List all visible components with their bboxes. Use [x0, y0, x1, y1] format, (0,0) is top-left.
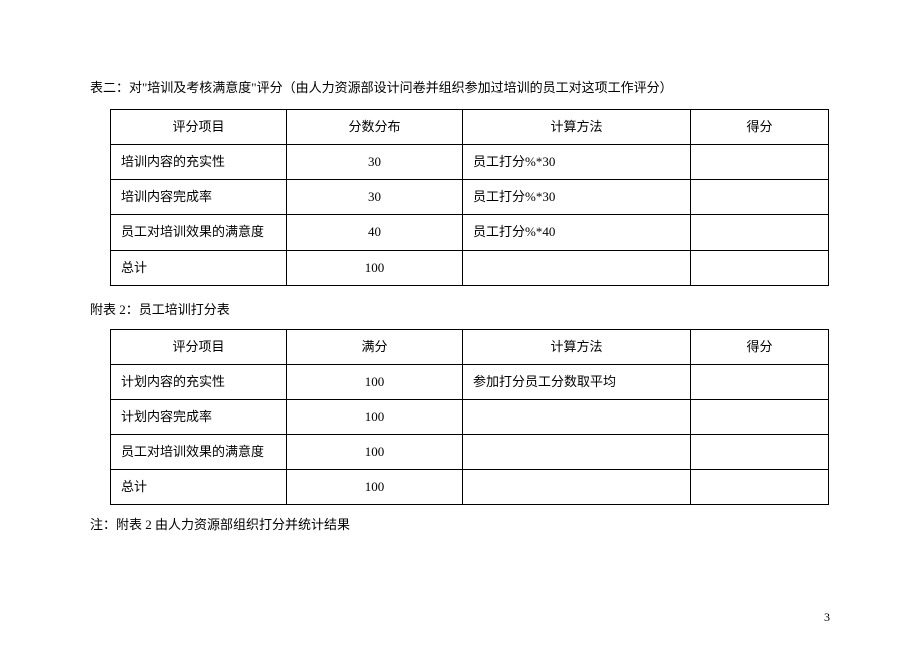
- table-row: 员工对培训效果的满意度 40 员工打分%*40: [111, 215, 829, 250]
- cell: 计划内容完成率: [111, 399, 287, 434]
- cell: 30: [287, 144, 463, 179]
- table-row: 计划内容完成率 100: [111, 399, 829, 434]
- cell: 培训内容完成率: [111, 180, 287, 215]
- cell: 员工对培训效果的满意度: [111, 435, 287, 470]
- table2-h2: 满分: [287, 329, 463, 364]
- cell: [691, 215, 829, 250]
- table1: 评分项目 分数分布 计算方法 得分 培训内容的充实性 30 员工打分%*30 培…: [110, 109, 829, 286]
- cell: [691, 435, 829, 470]
- cell: 总计: [111, 250, 287, 285]
- cell: [691, 364, 829, 399]
- table1-h4: 得分: [691, 109, 829, 144]
- cell: 培训内容的充实性: [111, 144, 287, 179]
- table2-h1: 评分项目: [111, 329, 287, 364]
- cell: 40: [287, 215, 463, 250]
- cell: [463, 470, 691, 505]
- table2-header-row: 评分项目 满分 计算方法 得分: [111, 329, 829, 364]
- cell: 计划内容的充实性: [111, 364, 287, 399]
- cell: [691, 250, 829, 285]
- cell: 100: [287, 435, 463, 470]
- table-row: 总计 100: [111, 250, 829, 285]
- cell: [691, 144, 829, 179]
- cell: 参加打分员工分数取平均: [463, 364, 691, 399]
- footnote: 注：附表 2 由人力资源部组织打分并统计结果: [90, 515, 830, 536]
- table1-h1: 评分项目: [111, 109, 287, 144]
- table2-title: 附表 2：员工培训打分表: [90, 300, 830, 321]
- table1-title: 表二：对"培训及考核满意度"评分（由人力资源部设计问卷并组织参加过培训的员工对这…: [90, 78, 830, 99]
- cell: 30: [287, 180, 463, 215]
- table2: 评分项目 满分 计算方法 得分 计划内容的充实性 100 参加打分员工分数取平均…: [110, 329, 829, 506]
- cell: [691, 180, 829, 215]
- cell: 员工打分%*30: [463, 144, 691, 179]
- table1-h3: 计算方法: [463, 109, 691, 144]
- cell: 100: [287, 470, 463, 505]
- table2-h3: 计算方法: [463, 329, 691, 364]
- table-row: 培训内容的充实性 30 员工打分%*30: [111, 144, 829, 179]
- cell: 100: [287, 399, 463, 434]
- cell: 100: [287, 364, 463, 399]
- cell: 100: [287, 250, 463, 285]
- table1-h2: 分数分布: [287, 109, 463, 144]
- table-row: 员工对培训效果的满意度 100: [111, 435, 829, 470]
- table2-h4: 得分: [691, 329, 829, 364]
- table1-header-row: 评分项目 分数分布 计算方法 得分: [111, 109, 829, 144]
- cell: 员工对培训效果的满意度: [111, 215, 287, 250]
- cell: [691, 399, 829, 434]
- cell: [691, 470, 829, 505]
- cell: [463, 399, 691, 434]
- cell: [463, 250, 691, 285]
- table-row: 总计 100: [111, 470, 829, 505]
- cell: [463, 435, 691, 470]
- cell: 员工打分%*30: [463, 180, 691, 215]
- table-row: 计划内容的充实性 100 参加打分员工分数取平均: [111, 364, 829, 399]
- page-number: 3: [824, 610, 830, 625]
- cell: 员工打分%*40: [463, 215, 691, 250]
- table-row: 培训内容完成率 30 员工打分%*30: [111, 180, 829, 215]
- cell: 总计: [111, 470, 287, 505]
